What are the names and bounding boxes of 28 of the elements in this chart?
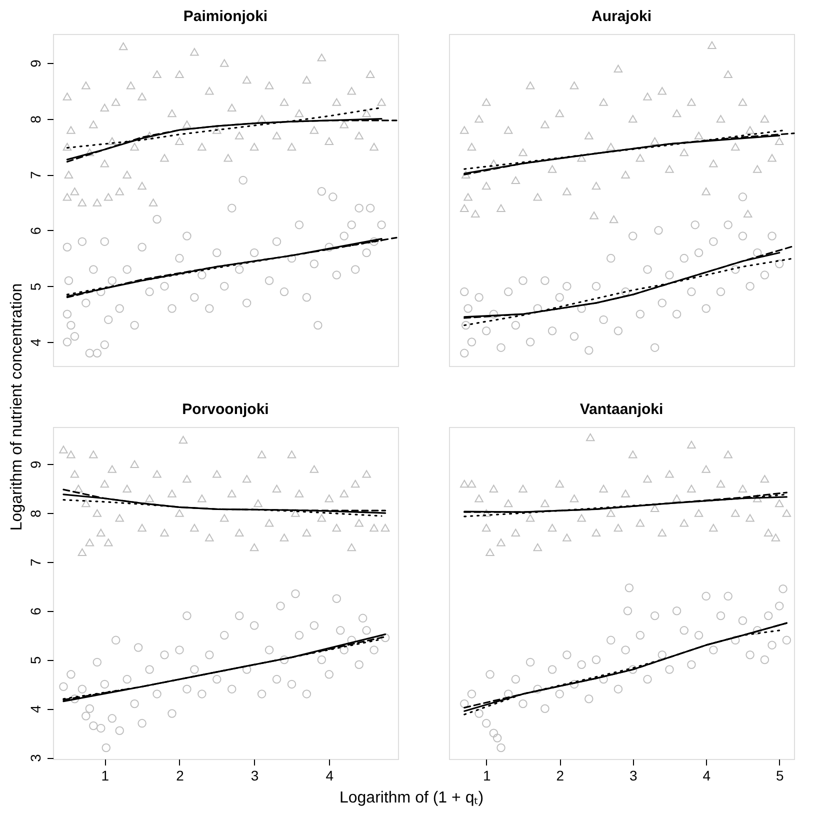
chart-title: Aurajoki — [591, 8, 652, 25]
chart-title: Paimionjoki — [183, 8, 268, 25]
x-axis-title: Logarithm of (1 + qₜ) — [339, 790, 484, 806]
y-tick-label: 4 — [28, 338, 44, 346]
y-tick-label: 7 — [28, 171, 44, 180]
x-tick-label: 1 — [482, 768, 491, 784]
x-tick-label: 5 — [776, 768, 784, 784]
x-tick-label: 4 — [326, 768, 334, 784]
y-tick-label: 6 — [28, 226, 44, 235]
y-tick-label: 8 — [28, 115, 44, 124]
y-tick-label: 3 — [28, 754, 44, 762]
x-tick-label: 1 — [101, 768, 110, 784]
x-tick-label: 2 — [176, 768, 184, 784]
y-tick-label: 5 — [28, 282, 44, 291]
y-tick-label: 4 — [28, 705, 44, 714]
chart-title: Porvoonjoki — [182, 401, 269, 418]
y-tick-label: 5 — [28, 656, 44, 664]
y-tick-label: 9 — [28, 460, 44, 469]
y-tick-label: 6 — [28, 607, 44, 616]
x-tick-label: 3 — [629, 768, 638, 784]
x-tick-label: 2 — [556, 768, 564, 784]
x-tick-label: 4 — [702, 768, 711, 784]
chart-title: Vantaanjoki — [580, 401, 664, 418]
y-tick-label: 8 — [28, 509, 44, 518]
x-tick-label: 3 — [250, 768, 259, 784]
y-axis-title: Logarithm of nutrient concentration — [8, 283, 26, 531]
y-tick-label: 9 — [28, 59, 44, 68]
y-tick-label: 7 — [28, 558, 44, 566]
